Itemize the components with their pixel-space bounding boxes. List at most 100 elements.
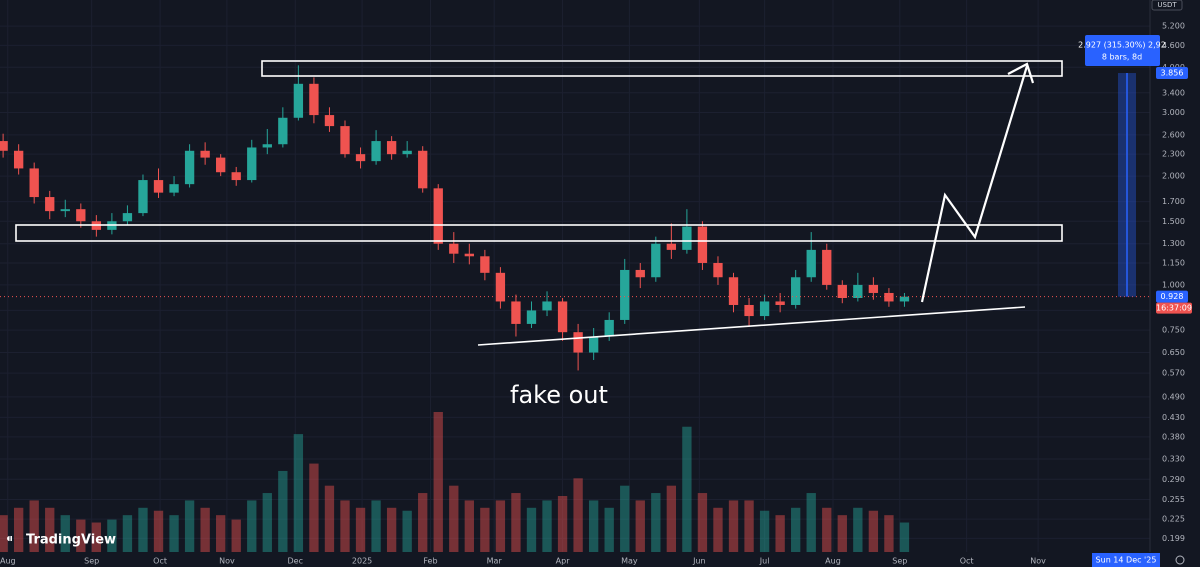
grid <box>0 0 1150 552</box>
x-tick-label: May <box>621 557 638 566</box>
volume-bar <box>386 507 397 552</box>
candle-body <box>868 284 879 293</box>
candle-body <box>386 141 397 155</box>
volume-bar <box>200 507 210 552</box>
volume-bar <box>588 500 599 552</box>
y-tick-label: 1.500 <box>1162 217 1185 226</box>
candle-body <box>231 172 241 181</box>
annotation: fake out <box>510 381 608 409</box>
x-axis: Aug Sep Oct Nov Dec 2025 Feb Mar Apr May Jun Jul Aug… <box>0 557 1046 566</box>
candle-body <box>557 301 568 333</box>
volume-bar <box>91 522 102 552</box>
trend-line <box>477 306 1026 346</box>
volume-bar <box>557 496 568 552</box>
measure-label: 2.927 (315.30%) 2,92 <box>1078 41 1166 50</box>
volume-bar <box>153 510 164 552</box>
volume-bar <box>526 507 537 552</box>
candle-body <box>122 213 133 222</box>
volume-bar <box>899 522 910 552</box>
volume-bar <box>868 510 879 552</box>
candle-body <box>0 141 8 151</box>
logo-mark: ⁌ <box>6 532 13 548</box>
candle-body <box>449 243 459 254</box>
x-tick-label: Sep <box>84 557 99 566</box>
volume-bar <box>682 426 692 552</box>
candle-body <box>635 269 645 278</box>
x-tick-label: Dec <box>288 557 303 566</box>
y-tick-label: 1.000 <box>1162 280 1185 289</box>
candle-body <box>604 319 614 337</box>
volume-bar <box>0 515 8 552</box>
volume-bar <box>511 493 521 552</box>
volume-bar <box>278 470 288 552</box>
volume-bar <box>324 485 335 552</box>
volume-bar <box>107 519 117 552</box>
candle-body <box>76 209 86 222</box>
candle-body <box>573 332 583 353</box>
candle-body <box>138 180 148 214</box>
candle-body <box>697 226 708 263</box>
volume-bar <box>418 493 428 552</box>
candle-body <box>791 277 801 305</box>
countdown-box <box>1156 302 1192 314</box>
y-tick-label: 2.600 <box>1162 130 1185 139</box>
candle-body <box>666 243 677 250</box>
volume-bar <box>309 463 319 552</box>
y-tick-label: 0.650 <box>1162 348 1185 357</box>
volume-bar <box>573 478 583 552</box>
y-tick-label: 1.700 <box>1162 197 1185 206</box>
volume-pane <box>0 412 910 552</box>
volume-bar <box>713 507 723 552</box>
measure-bars: 8 bars, 8d <box>1102 53 1142 62</box>
candle-body <box>511 301 521 324</box>
candle-body <box>262 144 272 148</box>
volume-bar <box>355 507 366 552</box>
x-tick-label: Mar <box>487 557 503 566</box>
volume-bar <box>169 515 179 552</box>
x-tick-label: Nov <box>219 557 235 566</box>
y-tick-label: 4.600 <box>1162 41 1185 50</box>
candle-body <box>526 310 537 324</box>
volume-bar <box>697 493 708 552</box>
candle-body <box>822 249 832 285</box>
candle-body <box>464 253 474 257</box>
volume-bar <box>216 515 226 552</box>
brand: TradingView <box>26 533 116 548</box>
y-tick-label: 2.000 <box>1162 172 1185 181</box>
x-tick-label: Aug <box>0 557 16 566</box>
x-tick-label: Sep <box>892 557 907 566</box>
volume-bar <box>449 485 459 552</box>
countdown: 16:37:09 <box>1156 304 1192 313</box>
candle-body <box>293 83 304 118</box>
x-tick-label: Nov <box>1030 557 1046 566</box>
volume-bar <box>293 434 304 552</box>
resistance-zone <box>261 60 1063 77</box>
settings-button[interactable] <box>1175 555 1185 565</box>
y-tick-label: 3.400 <box>1162 88 1185 97</box>
candle-body <box>884 292 894 302</box>
volume-bar <box>76 519 86 552</box>
y-tick-label: 0.330 <box>1162 454 1185 463</box>
candle-body <box>13 150 24 169</box>
candle-body <box>728 277 739 305</box>
candle-body <box>682 226 692 250</box>
volume-bar <box>433 412 443 552</box>
candle-body <box>184 150 195 185</box>
support-zone <box>15 224 1063 242</box>
volume-bar <box>837 515 847 552</box>
volume-bar <box>666 485 677 552</box>
candle-body <box>433 188 443 244</box>
candle-body <box>340 126 350 155</box>
volume-bar <box>29 500 39 552</box>
candle-body <box>60 209 70 212</box>
volume-bar <box>184 500 195 552</box>
candle-body <box>806 249 816 278</box>
x-tick-label: Apr <box>556 557 571 566</box>
candle-body <box>355 154 366 162</box>
y-tick-label: 0.490 <box>1162 392 1185 401</box>
candle-body <box>480 256 490 273</box>
candle-body <box>278 117 288 145</box>
candle-body <box>45 197 55 212</box>
target-price-box <box>1156 67 1188 80</box>
